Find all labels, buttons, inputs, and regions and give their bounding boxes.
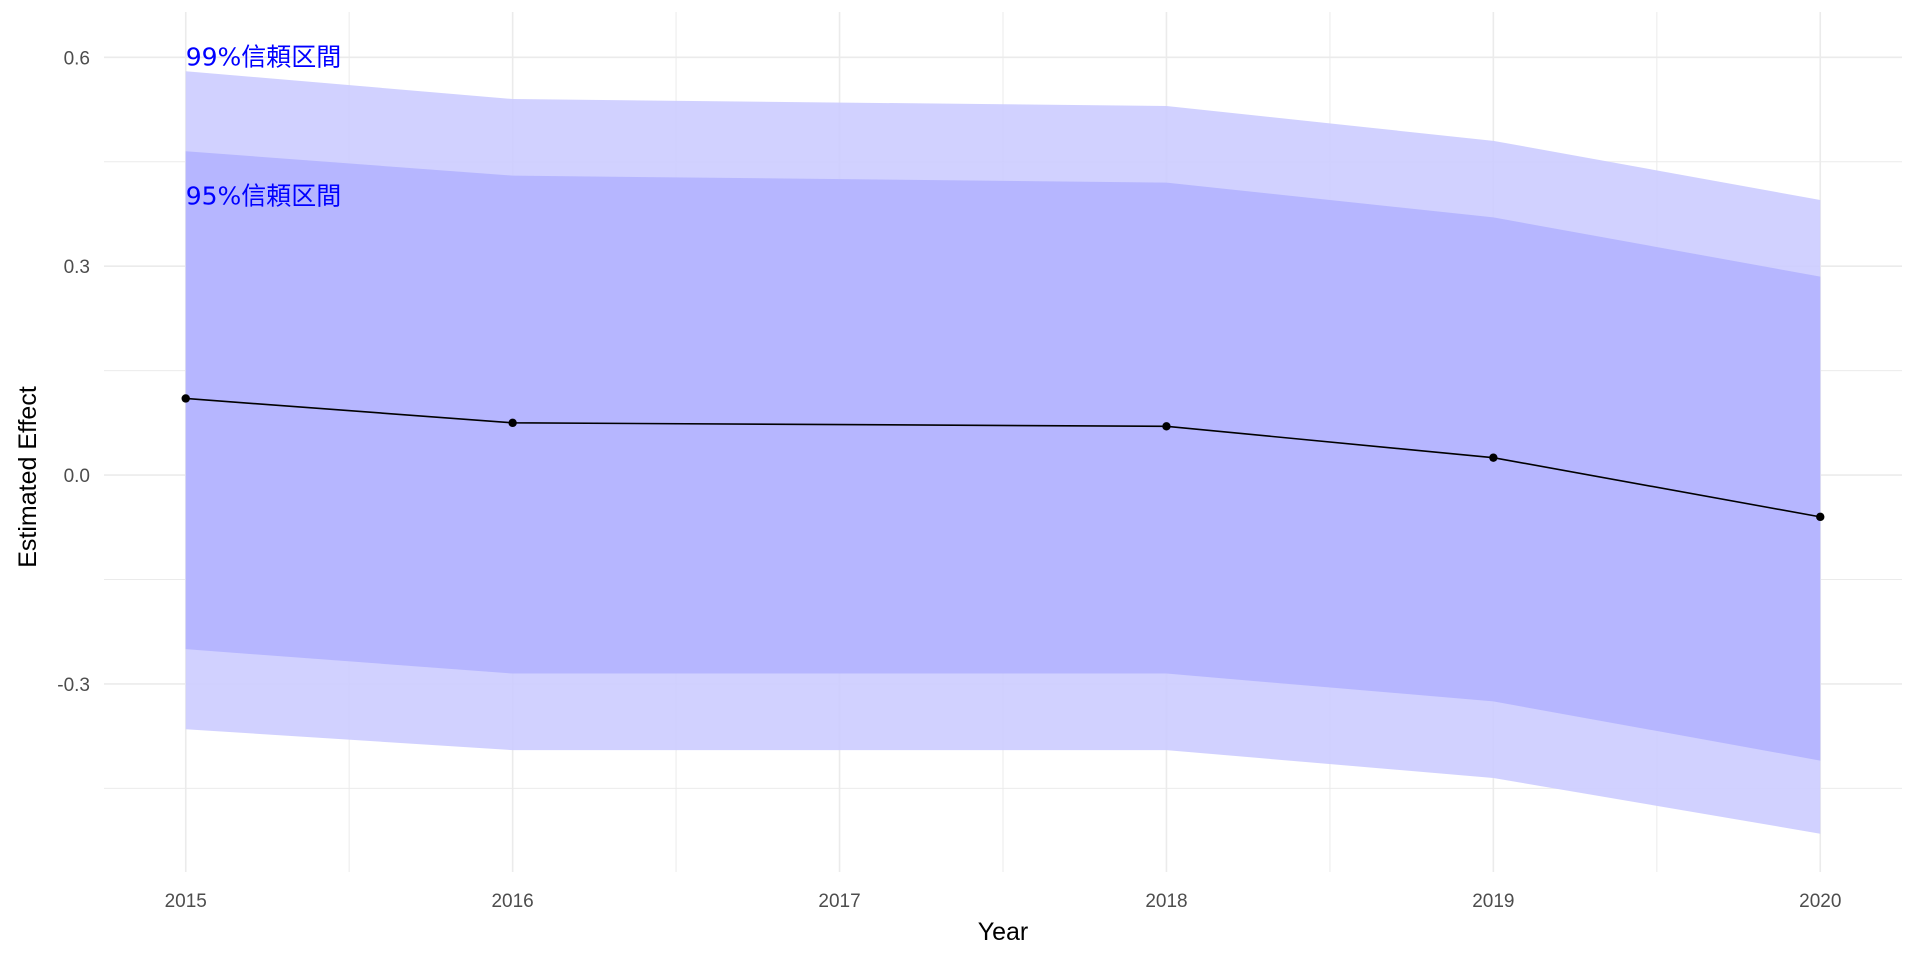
x-tick-labels: 2015 2016 2017 2018 2019 2020 <box>165 891 1842 912</box>
band-annotation-label: 95%信頼区間 <box>186 182 342 211</box>
x-tick-label: 2019 <box>1472 891 1514 912</box>
annotations: 99%信頼区間 95%信頼区間 <box>186 42 342 210</box>
estimate-point <box>1162 422 1171 431</box>
y-tick-label: 0.0 <box>64 466 90 487</box>
series <box>181 394 1825 522</box>
estimate-point <box>1489 453 1498 462</box>
y-tick-label: -0.3 <box>57 675 90 696</box>
y-tick-labels: 0.6 0.3 0.0 -0.3 <box>57 48 90 696</box>
y-axis-title: Estimated Effect <box>14 386 42 568</box>
confidence-bands <box>185 71 1821 834</box>
confidence-band-95 <box>185 151 1821 761</box>
x-tick-label: 2020 <box>1799 891 1841 912</box>
x-axis-title: Year <box>978 918 1029 946</box>
estimate-point <box>181 394 190 403</box>
y-tick-label: 0.6 <box>64 48 90 69</box>
y-tick-label: 0.3 <box>64 257 90 278</box>
x-tick-label: 2017 <box>818 891 860 912</box>
x-tick-label: 2015 <box>165 891 207 912</box>
band-annotation-label: 99%信頼区間 <box>186 42 342 71</box>
estimate-point <box>508 418 517 428</box>
x-tick-label: 2018 <box>1145 891 1187 912</box>
x-tick-label: 2016 <box>491 891 533 912</box>
estimate-point <box>1816 512 1825 522</box>
